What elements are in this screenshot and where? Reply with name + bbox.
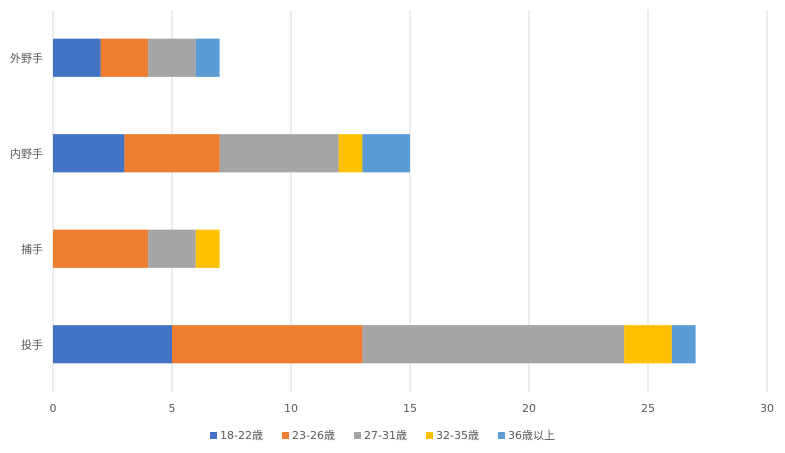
category-label-1: 捕手	[21, 242, 43, 256]
bars	[53, 38, 696, 364]
bar-3-2	[148, 38, 196, 77]
legend-swatch-3	[426, 432, 433, 439]
legend-label-0: 18-22歳	[220, 429, 263, 442]
legend-swatch-0	[210, 432, 217, 439]
x-tick-label-2: 10	[284, 402, 298, 415]
legend: 18-22歳 23-26歳 27-31歳 32-35歳 36歳以上	[210, 429, 555, 442]
legend-label-3: 32-35歳	[436, 429, 479, 442]
bar-2-1	[124, 134, 220, 173]
x-tick-label-1: 5	[169, 402, 176, 415]
bar-2-3	[338, 134, 363, 173]
bar-0-2	[362, 325, 625, 364]
legend-swatch-2	[354, 432, 361, 439]
bar-3-4	[195, 38, 220, 77]
bar-2-0	[53, 134, 125, 173]
bar-2-4	[362, 134, 410, 173]
legend-label-1: 23-26歳	[292, 429, 335, 442]
legend-label-2: 27-31歳	[364, 429, 407, 442]
bar-2-2	[219, 134, 339, 173]
category-label-3: 外野手	[10, 51, 43, 65]
bar-0-1	[172, 325, 363, 364]
bar-1-2	[148, 229, 196, 268]
bar-0-0	[53, 325, 172, 364]
x-tick-label-0: 0	[50, 402, 57, 415]
bar-1-3	[195, 229, 220, 268]
category-labels: 投手 捕手 内野手 外野手	[10, 51, 43, 352]
category-label-0: 投手	[21, 337, 43, 351]
x-tick-label-5: 25	[641, 402, 655, 415]
x-tick-label-4: 20	[522, 402, 536, 415]
legend-swatch-4	[498, 432, 505, 439]
bar-1-1	[53, 229, 149, 268]
legend-swatch-1	[282, 432, 289, 439]
x-tick-label-6: 30	[760, 402, 774, 415]
legend-label-4: 36歳以上	[508, 429, 555, 442]
bar-0-4	[671, 325, 696, 364]
bar-3-0	[53, 38, 101, 77]
x-axis-ticks: 0 5 10 15 20 25 30	[50, 402, 775, 415]
bar-3-1	[100, 38, 149, 77]
x-tick-label-3: 15	[403, 402, 417, 415]
category-label-2: 内野手	[10, 146, 43, 160]
bar-0-3	[624, 325, 672, 364]
